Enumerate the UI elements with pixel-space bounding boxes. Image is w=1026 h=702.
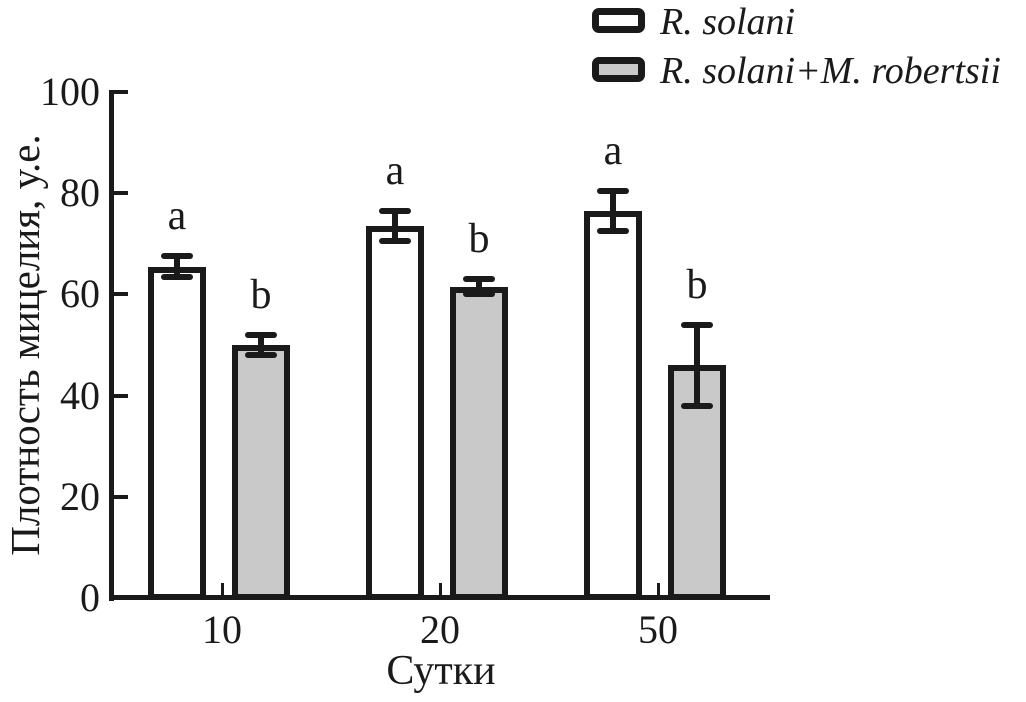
- error-bar-cap-top: [245, 331, 277, 338]
- x-axis-line: [109, 595, 770, 600]
- error-bar-stem: [174, 256, 180, 277]
- error-bar-cap-top: [681, 321, 713, 328]
- y-tick-label: 80: [60, 170, 100, 216]
- legend-label-r-solani: R. solani: [660, 1, 796, 43]
- legend-label-r-solani-m-robertsii: R. solani+M. robertsii: [660, 50, 1001, 92]
- y-axis-tick: [114, 292, 128, 297]
- error-bar-cap-bottom: [161, 273, 193, 280]
- y-axis-tick: [114, 191, 128, 196]
- error-bar-stem: [610, 190, 616, 232]
- significance-letter: b: [686, 261, 708, 308]
- error-bar-cap-top: [379, 207, 411, 214]
- bar-r-solani-20: [366, 226, 424, 600]
- x-axis-tick: [438, 583, 442, 596]
- legend-swatch-r-solani-m-robertsii: [592, 57, 645, 82]
- y-axis-tick: [114, 393, 128, 398]
- x-axis-tick: [220, 583, 224, 596]
- error-bar-stem: [392, 210, 398, 242]
- legend-swatch-r-solani: [592, 8, 645, 33]
- error-bar-cap-bottom: [379, 238, 411, 245]
- error-bar-cap-top: [597, 187, 629, 194]
- y-axis-tick: [114, 494, 128, 499]
- y-tick-label: 20: [60, 473, 100, 519]
- bar-r-solani-50: [584, 210, 642, 600]
- error-bar-cap-bottom: [597, 228, 629, 235]
- x-axis-tick: [656, 583, 660, 596]
- bar-r-solani-m-robertsii-20: [450, 286, 508, 600]
- significance-letter: a: [603, 127, 623, 174]
- y-axis-tick: [114, 596, 128, 600]
- bar-r-solani-m-robertsii-50: [668, 365, 726, 600]
- bar-r-solani-m-robertsii-10: [232, 345, 290, 600]
- significance-letter: b: [250, 271, 272, 318]
- error-bar-stem: [258, 334, 264, 356]
- x-tick-label: 10: [202, 607, 242, 652]
- error-bar-cap-top: [161, 253, 193, 260]
- bar-r-solani-10: [148, 266, 206, 600]
- x-tick-label: 20: [420, 607, 460, 652]
- significance-letter: a: [167, 193, 187, 240]
- x-tick-label: 50: [638, 607, 678, 652]
- y-axis-tick: [114, 90, 128, 94]
- error-bar-stem: [694, 324, 700, 406]
- y-tick-label: 100: [40, 69, 100, 114]
- significance-letter: b: [468, 216, 490, 263]
- x-axis-title: Сутки: [386, 648, 496, 694]
- error-bar-cap-bottom: [681, 402, 713, 409]
- y-tick-label: 0: [80, 575, 100, 620]
- error-bar-stem: [476, 279, 482, 295]
- significance-letter: a: [385, 147, 405, 194]
- error-bar-cap-bottom: [245, 352, 277, 359]
- y-axis-line: [109, 90, 114, 601]
- y-tick-label: 60: [60, 271, 100, 317]
- error-bar-cap-bottom: [463, 291, 495, 298]
- error-bar-cap-top: [463, 276, 495, 283]
- y-tick-label: 40: [60, 372, 100, 418]
